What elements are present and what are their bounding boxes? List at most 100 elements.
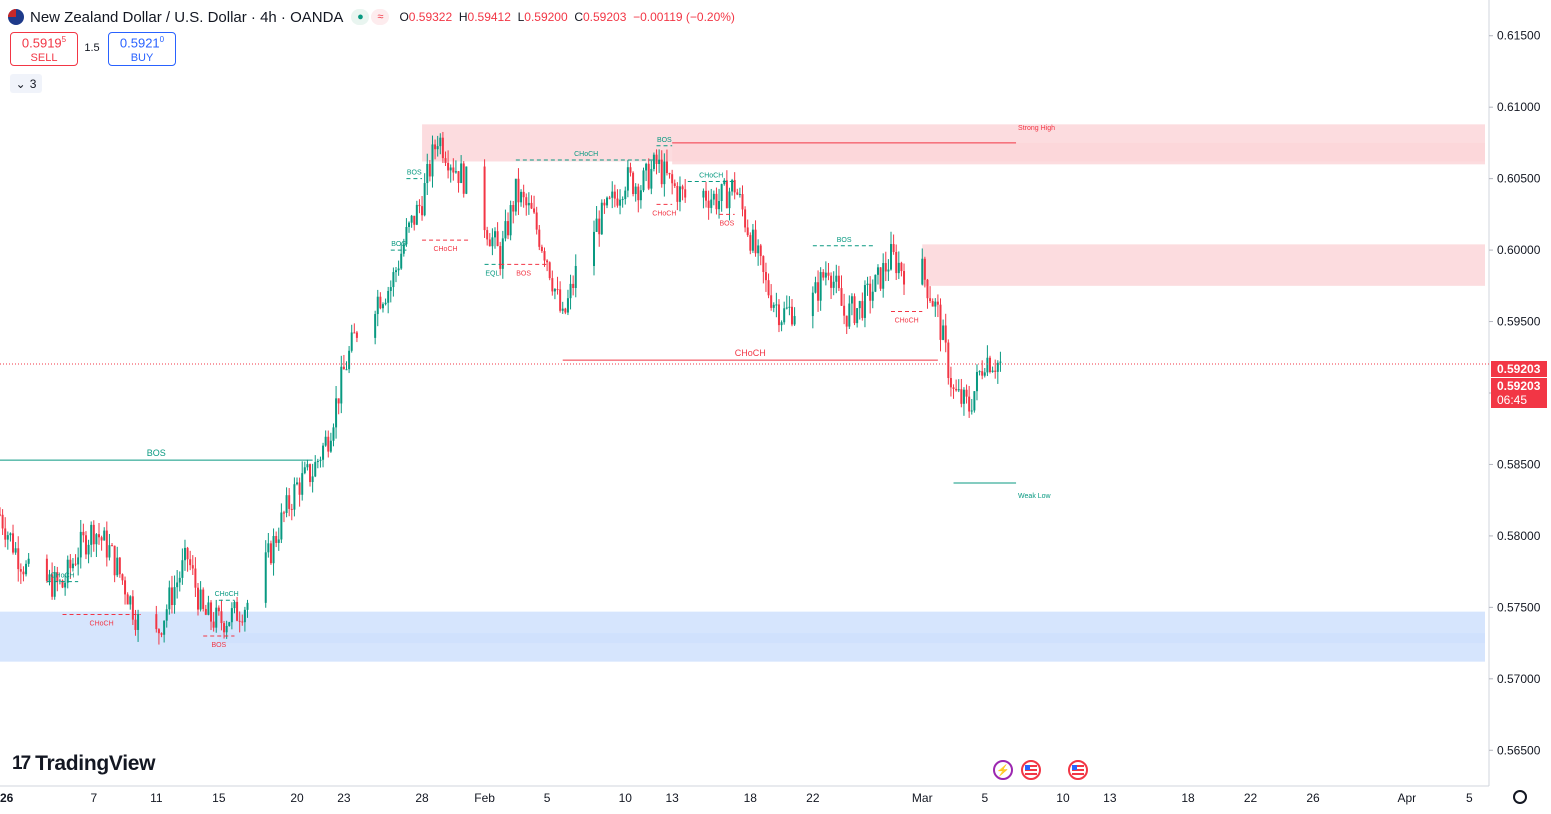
candle-body [673, 183, 676, 186]
candle-body [533, 208, 536, 213]
candle-body [527, 202, 530, 206]
candle-body [814, 282, 817, 293]
candle-body [660, 159, 663, 185]
x-tick-label: 18 [1181, 791, 1195, 805]
market-open-icon: ● [351, 9, 370, 25]
candle-body [538, 229, 541, 247]
candle-body [124, 580, 127, 595]
candle-body [14, 548, 17, 553]
event-us-flag-icon[interactable] [1068, 760, 1088, 780]
candle-body [822, 272, 825, 278]
candle-body [931, 301, 934, 307]
candle-body [603, 202, 606, 206]
candle-body [923, 258, 926, 280]
x-tick-label: 5 [544, 791, 551, 805]
structure-label: CHoCH [699, 172, 723, 179]
candle-body [165, 609, 168, 621]
candle-body [90, 524, 93, 545]
candle-body [514, 178, 517, 212]
structure-label: BOS [657, 137, 672, 144]
structure-label: EQL [485, 270, 499, 277]
x-tick-label: Mar [912, 791, 933, 805]
candle-body [840, 288, 843, 306]
candle-body [892, 244, 895, 252]
candle-body [441, 137, 444, 159]
symbol-title[interactable]: New Zealand Dollar / U.S. Dollar · 4h · … [30, 8, 344, 26]
candle-body [650, 169, 653, 189]
x-tick-label: Feb [474, 791, 495, 805]
candle-body [457, 171, 460, 184]
y-tick-label: 0.60000 [1497, 243, 1541, 257]
candle-body [82, 531, 85, 536]
candle-body [764, 272, 767, 281]
structure-label: BOS [837, 237, 852, 244]
candle-body [56, 572, 59, 582]
candle-body [876, 267, 879, 275]
candle-body [723, 180, 726, 185]
structure-label: BOS [147, 448, 166, 458]
candle-body [832, 281, 835, 288]
x-tick-label: 23 [337, 791, 351, 805]
candle-body [418, 204, 421, 207]
candle-body [329, 440, 332, 452]
candle-body [645, 163, 648, 171]
ohlc-change: −0.00119 (−0.20%) [633, 10, 735, 24]
candle-body [681, 186, 684, 190]
candle-body [715, 193, 718, 210]
candle-body [215, 607, 218, 628]
candle-body [387, 290, 390, 303]
candle-body [611, 191, 614, 198]
candle-body [634, 186, 637, 195]
sell-button[interactable]: 0.59195 SELL [10, 32, 78, 66]
candle-body [546, 260, 549, 263]
candle-body [298, 482, 301, 495]
candle-body [374, 314, 377, 338]
candle-body [272, 536, 275, 564]
candle-body [241, 621, 244, 623]
candle-body [71, 563, 74, 569]
candle-body [45, 558, 48, 581]
buy-button[interactable]: 0.59210 BUY [108, 32, 176, 66]
candle-body [501, 238, 504, 269]
candle-body [319, 459, 322, 461]
candle-body [236, 601, 239, 621]
candle-body [720, 184, 723, 202]
candle-body [220, 611, 223, 624]
candle-body [754, 229, 757, 254]
candle-body [121, 574, 124, 581]
ohlc-open-key: O [399, 10, 409, 24]
market-status[interactable]: ● ≈ [351, 9, 390, 25]
candle-body [525, 197, 528, 206]
chart-settings-gear-icon[interactable] [1513, 790, 1527, 804]
candle-body [684, 189, 687, 198]
tradingview-logo[interactable]: 17 TradingView [12, 752, 155, 776]
candle-body [335, 398, 338, 428]
candle-body [632, 172, 635, 195]
event-us-flag-icon[interactable] [1021, 760, 1041, 780]
candle-body [595, 218, 598, 232]
candle-body [939, 304, 942, 340]
candle-body [64, 582, 67, 588]
sell-price: 0.59195 [21, 35, 67, 51]
candle-body [395, 270, 397, 273]
candle-body [428, 163, 431, 177]
ohlc-low-value: 0.59200 [524, 10, 568, 24]
candle-body [705, 190, 708, 201]
candle-body [408, 222, 411, 227]
x-tick-label: 5 [981, 791, 988, 805]
candle-body [384, 302, 387, 305]
candle-body [210, 602, 213, 622]
event-lightning-icon[interactable]: ⚡ [993, 760, 1013, 780]
candle-body [389, 287, 392, 291]
candle-body [736, 192, 739, 195]
candle-body [137, 614, 140, 630]
indicators-toggle-button[interactable]: ⌄ 3 [10, 74, 42, 93]
candle-body [87, 544, 90, 555]
candle-body [725, 180, 728, 209]
candle-body [871, 291, 874, 301]
symbol-header: New Zealand Dollar / U.S. Dollar · 4h · … [8, 6, 735, 28]
ohlc-high-value: 0.59412 [467, 10, 511, 24]
candle-body [668, 173, 671, 175]
candle-body [79, 531, 82, 558]
